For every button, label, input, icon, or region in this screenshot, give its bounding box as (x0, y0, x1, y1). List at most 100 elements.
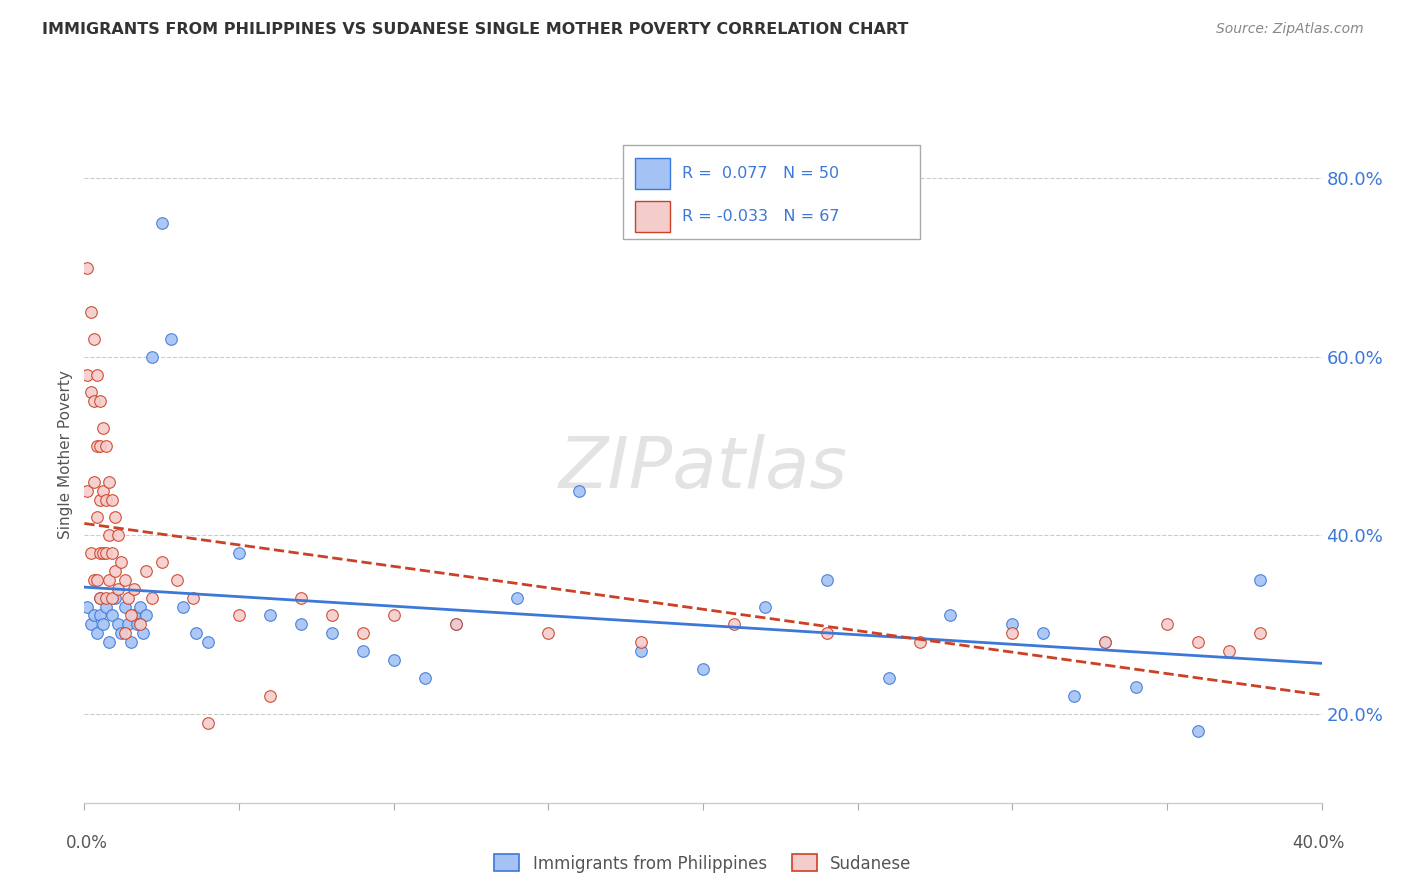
Point (98, 573, 121, 587)
Point (114, 573, 136, 587)
Point (352, 644, 374, 658)
Point (197, 715, 219, 730)
Point (76, 483, 98, 498)
Point (692, 662, 714, 676)
Point (939, 608, 962, 623)
Point (101, 591, 124, 605)
Point (141, 591, 163, 605)
Point (129, 617, 152, 632)
Point (537, 626, 560, 640)
Point (754, 599, 776, 614)
Legend: Immigrants from Philippines, Sudanese: Immigrants from Philippines, Sudanese (488, 847, 918, 880)
Point (1063, 689, 1085, 703)
Point (83, 608, 105, 623)
Point (122, 608, 145, 623)
Point (122, 582, 145, 596)
Point (290, 617, 312, 632)
Point (89, 546, 111, 560)
Point (1032, 626, 1054, 640)
Point (1249, 626, 1271, 640)
Point (184, 626, 207, 640)
Point (259, 689, 281, 703)
Point (290, 591, 312, 605)
Point (101, 608, 124, 623)
Point (110, 555, 132, 569)
Point (79, 385, 101, 400)
Point (321, 608, 343, 623)
Point (259, 608, 281, 623)
Point (120, 635, 142, 649)
Point (114, 626, 136, 640)
Point (76, 260, 98, 275)
Point (104, 591, 127, 605)
Point (107, 582, 129, 596)
Point (101, 492, 124, 507)
Point (79, 546, 101, 560)
Bar (636, 158, 669, 189)
Point (321, 626, 343, 640)
Point (630, 644, 652, 658)
Point (86, 626, 108, 640)
Point (630, 635, 652, 649)
Point (107, 528, 129, 542)
Point (877, 671, 900, 685)
Point (104, 510, 127, 524)
Point (1187, 635, 1209, 649)
Text: R = -0.033   N = 67: R = -0.033 N = 67 (682, 209, 839, 224)
Point (104, 564, 127, 578)
Point (94, 599, 117, 614)
Point (1156, 617, 1178, 632)
Point (114, 599, 136, 614)
Point (86, 439, 108, 453)
Point (1094, 635, 1116, 649)
Point (1001, 617, 1024, 632)
Point (382, 608, 405, 623)
Point (166, 573, 188, 587)
Point (352, 626, 374, 640)
FancyBboxPatch shape (623, 145, 920, 239)
Point (1187, 724, 1209, 739)
Point (98, 528, 121, 542)
Point (86, 510, 108, 524)
Text: 0.0%: 0.0% (66, 834, 108, 852)
Point (125, 617, 148, 632)
Text: Source: ZipAtlas.com: Source: ZipAtlas.com (1216, 22, 1364, 37)
Text: ZIPatlas: ZIPatlas (558, 434, 848, 503)
Point (228, 608, 250, 623)
Point (132, 626, 155, 640)
Text: 40.0%: 40.0% (1292, 834, 1346, 852)
Point (1094, 635, 1116, 649)
Point (568, 483, 591, 498)
Point (117, 617, 139, 632)
Point (86, 368, 108, 382)
Text: R =  0.077   N = 50: R = 0.077 N = 50 (682, 166, 839, 181)
Point (86, 573, 108, 587)
Point (197, 635, 219, 649)
Point (908, 635, 931, 649)
Point (815, 573, 838, 587)
Point (91, 483, 114, 498)
Point (76, 368, 98, 382)
Point (172, 599, 194, 614)
Point (382, 653, 405, 667)
Point (89, 439, 111, 453)
Point (150, 216, 173, 230)
Point (444, 617, 467, 632)
Point (91, 546, 114, 560)
Point (98, 475, 121, 489)
Point (101, 546, 124, 560)
Point (413, 671, 436, 685)
Point (228, 546, 250, 560)
Point (135, 608, 157, 623)
Point (150, 555, 173, 569)
Point (1125, 680, 1147, 694)
Point (83, 573, 105, 587)
Point (83, 394, 105, 409)
Point (120, 608, 142, 623)
Point (1001, 626, 1024, 640)
Point (91, 617, 114, 632)
Point (723, 617, 745, 632)
Point (83, 332, 105, 346)
Point (1249, 573, 1271, 587)
Text: IMMIGRANTS FROM PHILIPPINES VS SUDANESE SINGLE MOTHER POVERTY CORRELATION CHART: IMMIGRANTS FROM PHILIPPINES VS SUDANESE … (42, 22, 908, 37)
